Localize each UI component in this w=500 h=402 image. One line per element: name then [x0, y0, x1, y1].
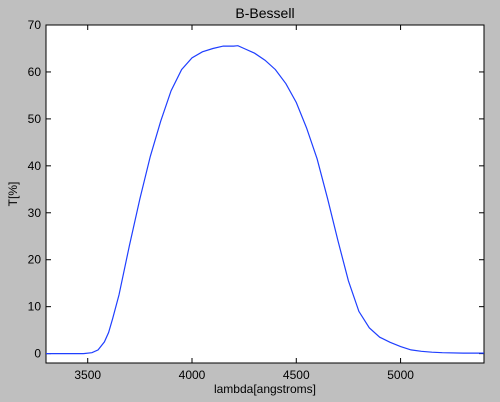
x-tick-labels: 3500 4000 4500 5000 — [74, 368, 414, 382]
y-tick-label: 60 — [28, 65, 42, 79]
y-tick-label: 40 — [28, 159, 42, 173]
x-axis-label: lambda[angstroms] — [214, 382, 316, 396]
chart-title: B-Bessell — [235, 5, 294, 21]
y-tick-label: 30 — [28, 206, 42, 220]
x-tick-label: 4500 — [283, 368, 310, 382]
plot-area — [45, 24, 485, 364]
x-tick-label: 5000 — [387, 368, 414, 382]
y-tick-label: 20 — [28, 253, 42, 267]
y-tick-label: 70 — [28, 18, 42, 32]
y-tick-labels: 0 10 20 30 40 50 60 70 — [28, 18, 42, 361]
series-line — [46, 45, 484, 355]
x-tick-label: 3500 — [74, 368, 101, 382]
x-tick-label: 4000 — [179, 368, 206, 382]
y-tick-label: 50 — [28, 112, 42, 126]
tick-marks — [46, 24, 484, 363]
y-axis-label: T[%] — [6, 182, 20, 207]
y-tick-label: 0 — [34, 347, 41, 361]
y-tick-label: 10 — [28, 300, 42, 314]
